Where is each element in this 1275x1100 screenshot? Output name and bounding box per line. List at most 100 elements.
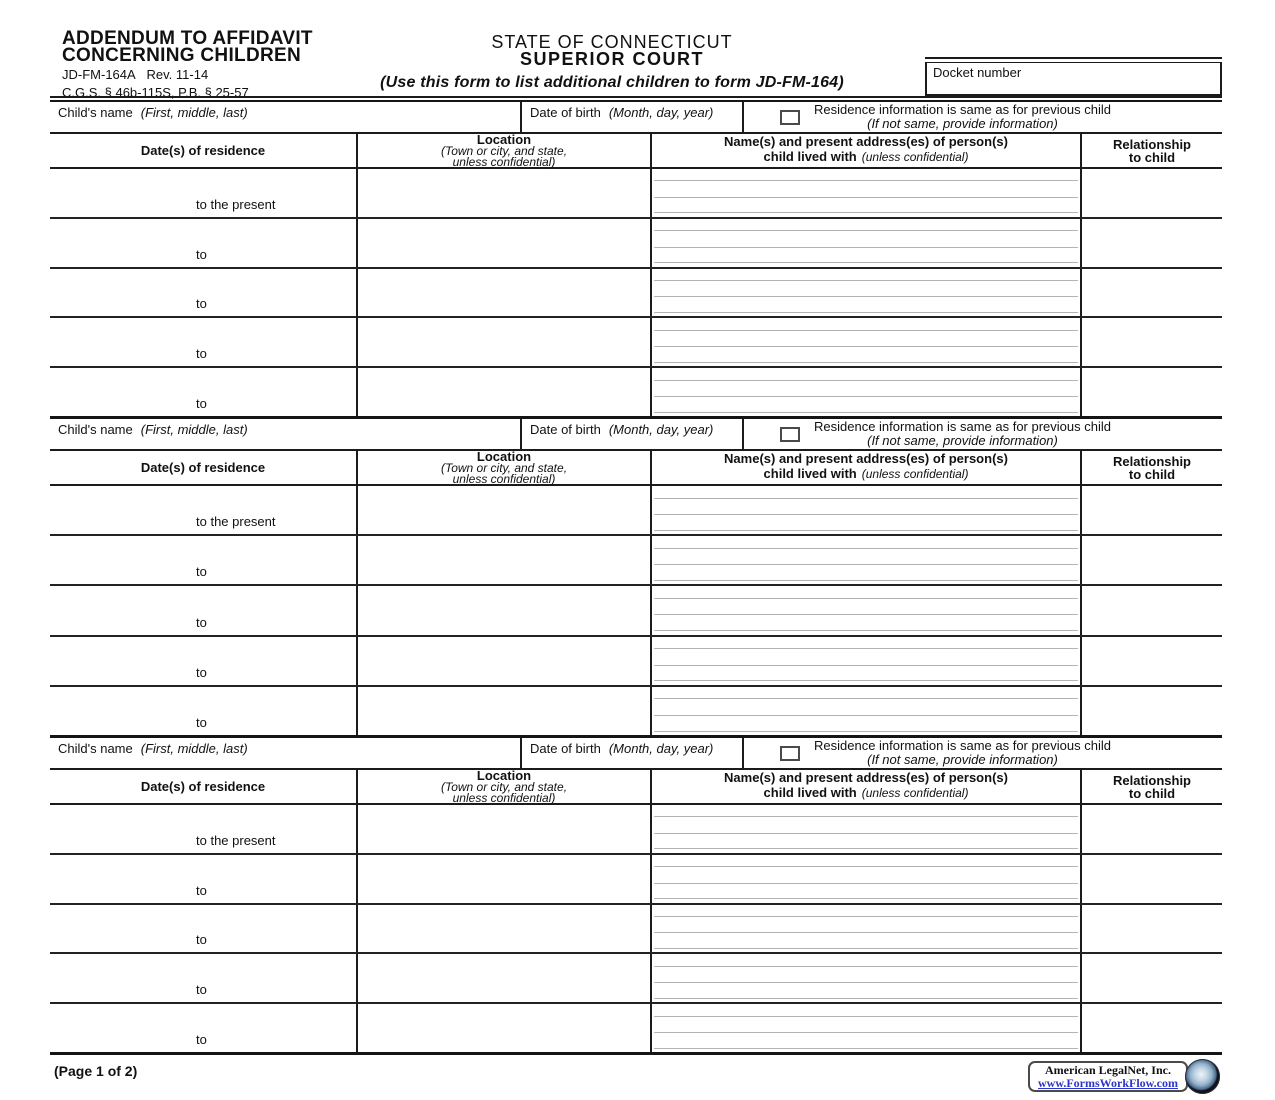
names-address-field[interactable] [650,805,1080,853]
location-field[interactable] [356,636,650,685]
residence-rows: to the present to to [50,805,1222,1052]
location-field[interactable] [356,904,650,953]
date-of-birth-field[interactable]: Date of birth (Month, day, year) [520,102,742,132]
relationship-field[interactable] [1080,368,1222,416]
names-address-field[interactable] [650,368,1080,416]
residence-dates-field[interactable]: to [50,536,356,584]
residence-dates-field[interactable]: to [50,318,356,366]
residence-same-checkbox[interactable] [780,109,800,125]
location-hint-2: unless confidential) [452,155,556,169]
column-header-dates-label: Date(s) of residence [140,460,266,475]
relationship-field[interactable] [1080,486,1222,535]
location-field[interactable] [356,218,650,267]
residence-dates-field[interactable]: to [50,687,356,735]
names-address-field[interactable] [650,169,1080,217]
names-line-2-hint: (unless confidential) [861,786,969,800]
writing-line [654,832,1078,834]
residence-same-cell: Residence information is same as for pre… [742,102,1222,132]
child-section: Child's name (First, middle, last) Date o… [50,735,1222,1055]
names-address-field[interactable] [650,854,1080,903]
child-section: Child's name (First, middle, last) Date o… [50,416,1222,736]
names-address-field[interactable] [650,318,1080,367]
relationship-field[interactable] [1080,805,1222,853]
relationship-field[interactable] [1080,318,1222,367]
location-field[interactable] [356,854,650,903]
names-address-field[interactable] [650,218,1080,267]
location-field[interactable] [356,586,650,635]
child-name-field[interactable]: Child's name (First, middle, last) [50,738,520,768]
residence-dates-field[interactable]: to the present [50,805,356,853]
writing-line [654,932,1078,934]
relationship-field[interactable] [1080,854,1222,903]
residence-dates-field[interactable]: to [50,586,356,634]
location-field[interactable] [356,686,650,736]
names-address-field[interactable] [650,904,1080,953]
location-field[interactable] [356,1004,650,1052]
residence-dates-field[interactable]: to [50,368,356,416]
names-address-field[interactable] [650,1004,1080,1052]
court-name: SUPERIOR COURT [519,49,704,69]
relationship-field[interactable] [1080,536,1222,585]
residence-dates-field[interactable]: to [50,954,356,1002]
location-title: Location [476,768,532,783]
dates-to-label: to [196,296,207,312]
location-field[interactable] [356,318,650,367]
names-address-field[interactable] [650,686,1080,736]
relationship-field[interactable] [1080,954,1222,1003]
names-address-field[interactable] [650,536,1080,585]
relationship-field[interactable] [1080,686,1222,736]
residence-dates-field[interactable]: to [50,855,356,903]
child-name-field[interactable]: Child's name (First, middle, last) [50,419,520,449]
residence-dates-field[interactable]: to the present [50,169,356,217]
location-field[interactable] [356,954,650,1003]
relationship-field[interactable] [1080,586,1222,635]
location-field[interactable] [356,486,650,535]
writing-line [654,997,1078,999]
column-header-location: Location (Town or city, and state, unles… [356,768,650,804]
names-address-field[interactable] [650,954,1080,1003]
relationship-field[interactable] [1080,636,1222,685]
location-field[interactable] [356,805,650,853]
state-name: STATE OF CONNECTICUT [491,32,733,52]
residence-same-checkbox[interactable] [780,426,800,442]
location-hint-1: (Town or city, and state, [440,144,568,158]
names-address-field[interactable] [650,586,1080,635]
residence-dates-field[interactable]: to [50,219,356,267]
relationship-field[interactable] [1080,1004,1222,1052]
residence-same-label: Residence information is same as for pre… [814,102,1111,117]
relationship-field[interactable] [1080,169,1222,217]
docket-number-field[interactable]: Docket number [925,62,1222,96]
location-field[interactable] [356,368,650,416]
dates-to-label: to [196,664,207,680]
relationship-field[interactable] [1080,268,1222,317]
names-address-field[interactable] [650,268,1080,317]
child-name-field[interactable]: Child's name (First, middle, last) [50,102,520,132]
column-header-relationship: Relationship to child [1080,134,1222,167]
residence-dates-field[interactable]: to [50,269,356,317]
vendor-link[interactable]: www.FormsWorkFlow.com [1038,1075,1178,1090]
residence-same-hint: (If not same, provide information) [867,752,1058,767]
date-of-birth-field[interactable]: Date of birth (Month, day, year) [520,738,742,768]
residence-dates-field[interactable]: to [50,905,356,953]
relationship-field[interactable] [1080,218,1222,267]
residence-dates-field[interactable]: to [50,637,356,685]
location-field[interactable] [356,169,650,217]
location-field[interactable] [356,268,650,317]
location-field[interactable] [356,536,650,585]
child-section-1: Child's name (First, middle, last) Date o… [50,100,1222,416]
docket-top-rule [925,57,1222,59]
names-address-field[interactable] [650,486,1080,535]
names-address-field[interactable] [650,636,1080,685]
residence-row: to [50,904,1222,955]
writing-line [654,329,1078,331]
residence-dates-field[interactable]: to the present [50,486,356,534]
residence-same-checkbox[interactable] [780,745,800,761]
writing-line [654,564,1078,566]
residence-dates-field[interactable]: to [50,1004,356,1052]
writing-line [654,698,1078,700]
writing-line [654,1015,1078,1017]
relationship-field[interactable] [1080,904,1222,953]
form-title-line1: ADDENDUM TO AFFIDAVIT [62,28,313,49]
location-hint-1: (Town or city, and state, [440,780,568,794]
date-of-birth-field[interactable]: Date of birth (Month, day, year) [520,419,742,449]
